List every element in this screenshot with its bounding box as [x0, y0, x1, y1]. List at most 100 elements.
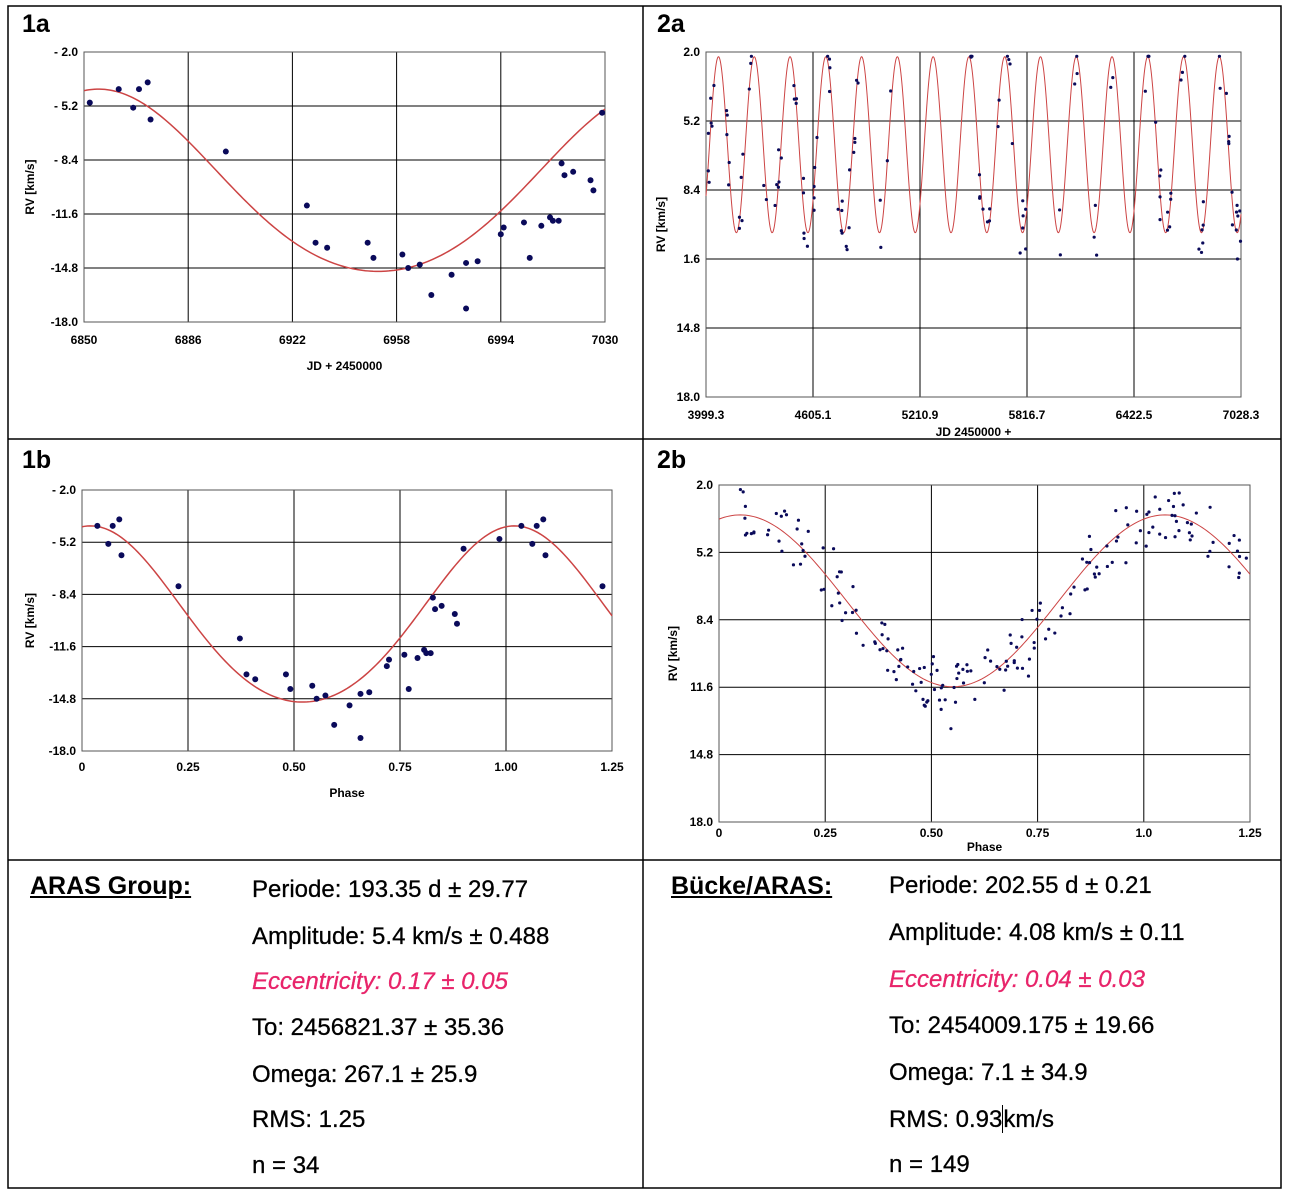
- data-point: [949, 727, 953, 731]
- data-point: [1153, 495, 1157, 499]
- data-point: [1006, 664, 1010, 668]
- data-point: [995, 665, 999, 669]
- data-point: [879, 245, 883, 249]
- data-point: [873, 641, 877, 645]
- data-point: [1230, 190, 1234, 194]
- data-point: [939, 686, 943, 690]
- data-point: [805, 244, 810, 248]
- data-point: [1059, 614, 1063, 618]
- data-point: [282, 671, 289, 678]
- data-point: [416, 261, 423, 268]
- data-point: [1237, 538, 1241, 542]
- data-point: [1201, 200, 1205, 204]
- data-point: [383, 663, 390, 670]
- data-point: [115, 86, 122, 93]
- data-point: [346, 702, 353, 709]
- data-point: [856, 81, 860, 85]
- data-point: [1073, 82, 1077, 86]
- plot-area: [705, 51, 1242, 398]
- x-tick-label: 0.75: [388, 760, 412, 774]
- y-tick-label: -14.8: [51, 261, 79, 275]
- data-point: [1194, 511, 1198, 515]
- data-point: [792, 97, 796, 101]
- data-points: [738, 487, 1248, 731]
- data-point: [1179, 78, 1183, 82]
- data-point: [1201, 241, 1205, 245]
- data-point: [838, 601, 842, 605]
- data-point: [931, 655, 936, 659]
- y-tick-label: 11.6: [690, 680, 713, 694]
- data-point: [894, 678, 898, 682]
- data-point: [777, 539, 781, 543]
- data-point: [1235, 549, 1240, 553]
- data-point: [1200, 228, 1204, 232]
- plot-area: [83, 51, 606, 323]
- data-point: [941, 683, 945, 687]
- fit-curve: [705, 56, 1242, 234]
- y-tick-label: -11.6: [49, 640, 76, 654]
- data-point: [782, 509, 787, 513]
- data-point: [1169, 197, 1173, 201]
- data-point: [831, 547, 836, 551]
- data-point: [497, 231, 504, 238]
- data-point: [848, 168, 852, 172]
- x-axis-label: JD 2450000 +: [936, 425, 1012, 439]
- data-point: [1116, 535, 1120, 539]
- data-point: [827, 57, 832, 61]
- data-point: [796, 518, 801, 522]
- chart-2b: 2.0 5.2 8.4 11.6 14.8 18.0 0 0.25 0.50 0.75 1.0 1.2…: [643, 439, 1290, 860]
- data-point: [1111, 76, 1115, 80]
- data-point: [1037, 608, 1042, 613]
- data-point: [896, 648, 900, 652]
- data-point: [438, 602, 445, 609]
- y-tick-label: 1.6: [683, 252, 700, 266]
- data-point: [587, 177, 594, 184]
- x-tick-label: 0.50: [282, 760, 306, 774]
- data-point: [803, 554, 807, 558]
- data-point: [749, 61, 753, 65]
- data-point: [812, 196, 816, 200]
- data-point: [1058, 208, 1062, 212]
- data-point: [932, 687, 937, 692]
- data-point: [1124, 506, 1128, 510]
- data-point: [919, 680, 923, 684]
- data-point: [1159, 168, 1163, 172]
- data-point: [1068, 612, 1072, 616]
- stat-rms: RMS: 1.25: [252, 1106, 366, 1133]
- data-point: [1187, 531, 1192, 535]
- y-tick-label: 14.8: [690, 748, 714, 762]
- data-point: [800, 542, 804, 546]
- data-point: [1211, 540, 1215, 544]
- data-point: [432, 606, 439, 613]
- data-point: [845, 248, 849, 252]
- data-point: [741, 152, 745, 156]
- y-tick-label: - 2.0: [52, 483, 76, 497]
- data-point: [144, 79, 151, 86]
- data-point: [822, 587, 826, 591]
- plot-area: [81, 489, 613, 752]
- data-points: [86, 79, 606, 312]
- data-point: [529, 540, 536, 547]
- data-point: [1008, 633, 1012, 637]
- data-point: [1032, 640, 1036, 645]
- x-tick-label: 6922: [279, 333, 306, 347]
- data-point: [819, 588, 823, 592]
- panel-label-1b: 1b: [22, 446, 52, 474]
- data-point: [1021, 199, 1025, 203]
- data-point: [1158, 174, 1162, 178]
- data-point: [965, 663, 969, 667]
- x-tick-label: 1.25: [600, 760, 624, 774]
- data-point: [923, 704, 927, 708]
- stat-rms-value: RMS: 0.93: [889, 1106, 1003, 1133]
- data-point: [1145, 512, 1149, 516]
- data-point: [1181, 503, 1185, 507]
- data-point: [706, 131, 710, 135]
- x-tick-label: 0.25: [176, 760, 200, 774]
- data-point: [795, 527, 799, 531]
- data-point: [1005, 54, 1010, 58]
- data-point: [1135, 509, 1139, 513]
- data-point: [86, 99, 93, 106]
- data-point: [357, 690, 364, 697]
- data-point: [1154, 120, 1158, 124]
- data-point: [840, 208, 844, 213]
